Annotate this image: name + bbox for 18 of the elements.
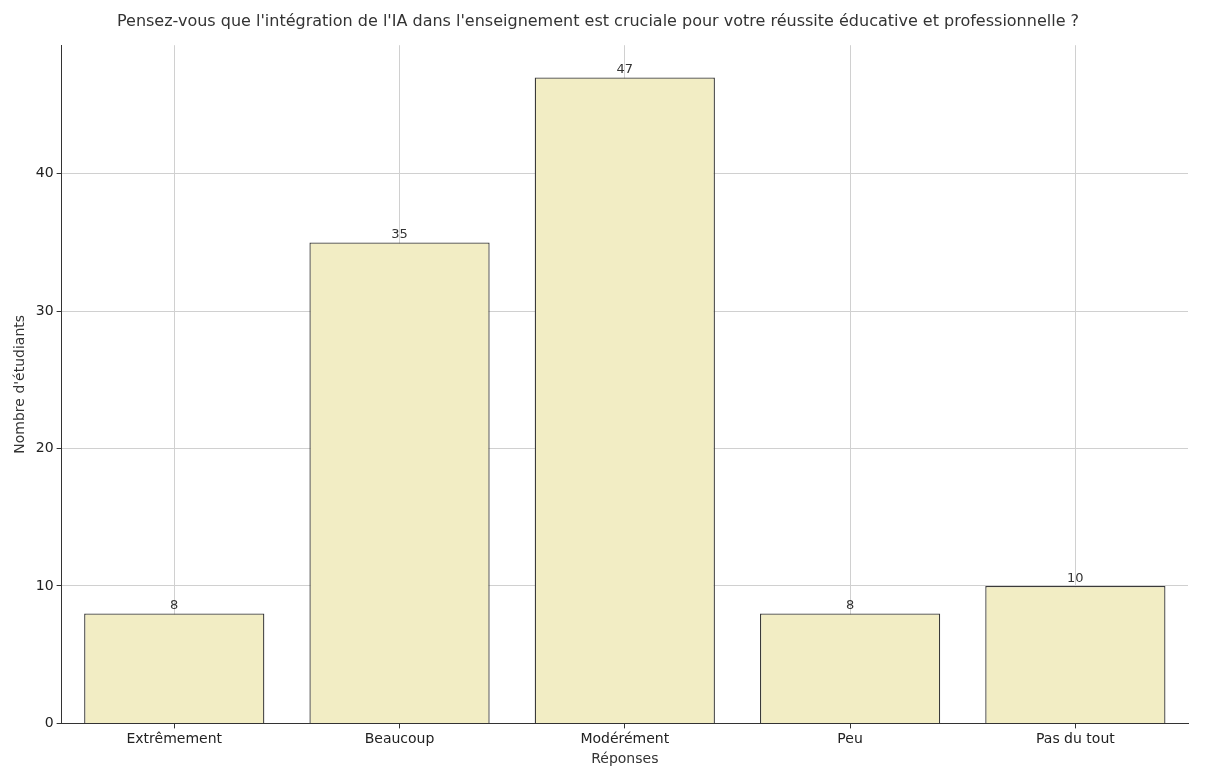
data-label: 10 (1067, 569, 1084, 585)
data-label: 35 (391, 226, 408, 242)
x-tick-label: Modérément (580, 730, 670, 747)
x-axis-title: Réponses (591, 750, 659, 767)
data-label: 8 (170, 597, 179, 613)
y-tick-label: 20 (35, 439, 54, 456)
y-tick-label: 30 (35, 301, 54, 318)
x-tick-label: Extrêmement (126, 730, 223, 747)
y-tick-label: 0 (44, 714, 54, 731)
chart-title: Pensez-vous que l'intégration de l'IA dans l'enseignement est cruciale pour votre réussite éducative et professionnelle ? (116, 10, 1080, 30)
data-label: 8 (845, 597, 855, 613)
y-tick-label: 40 (35, 164, 54, 181)
x-tick-label: Pas du tout (1035, 730, 1116, 747)
data-label: 47 (616, 61, 634, 77)
x-tick-label: Beaucoup (364, 730, 435, 747)
x-tick-label: Peu (837, 730, 863, 747)
y-tick-label: 10 (35, 576, 54, 593)
y-axis-title: Nombre d'étudiants (11, 314, 28, 454)
